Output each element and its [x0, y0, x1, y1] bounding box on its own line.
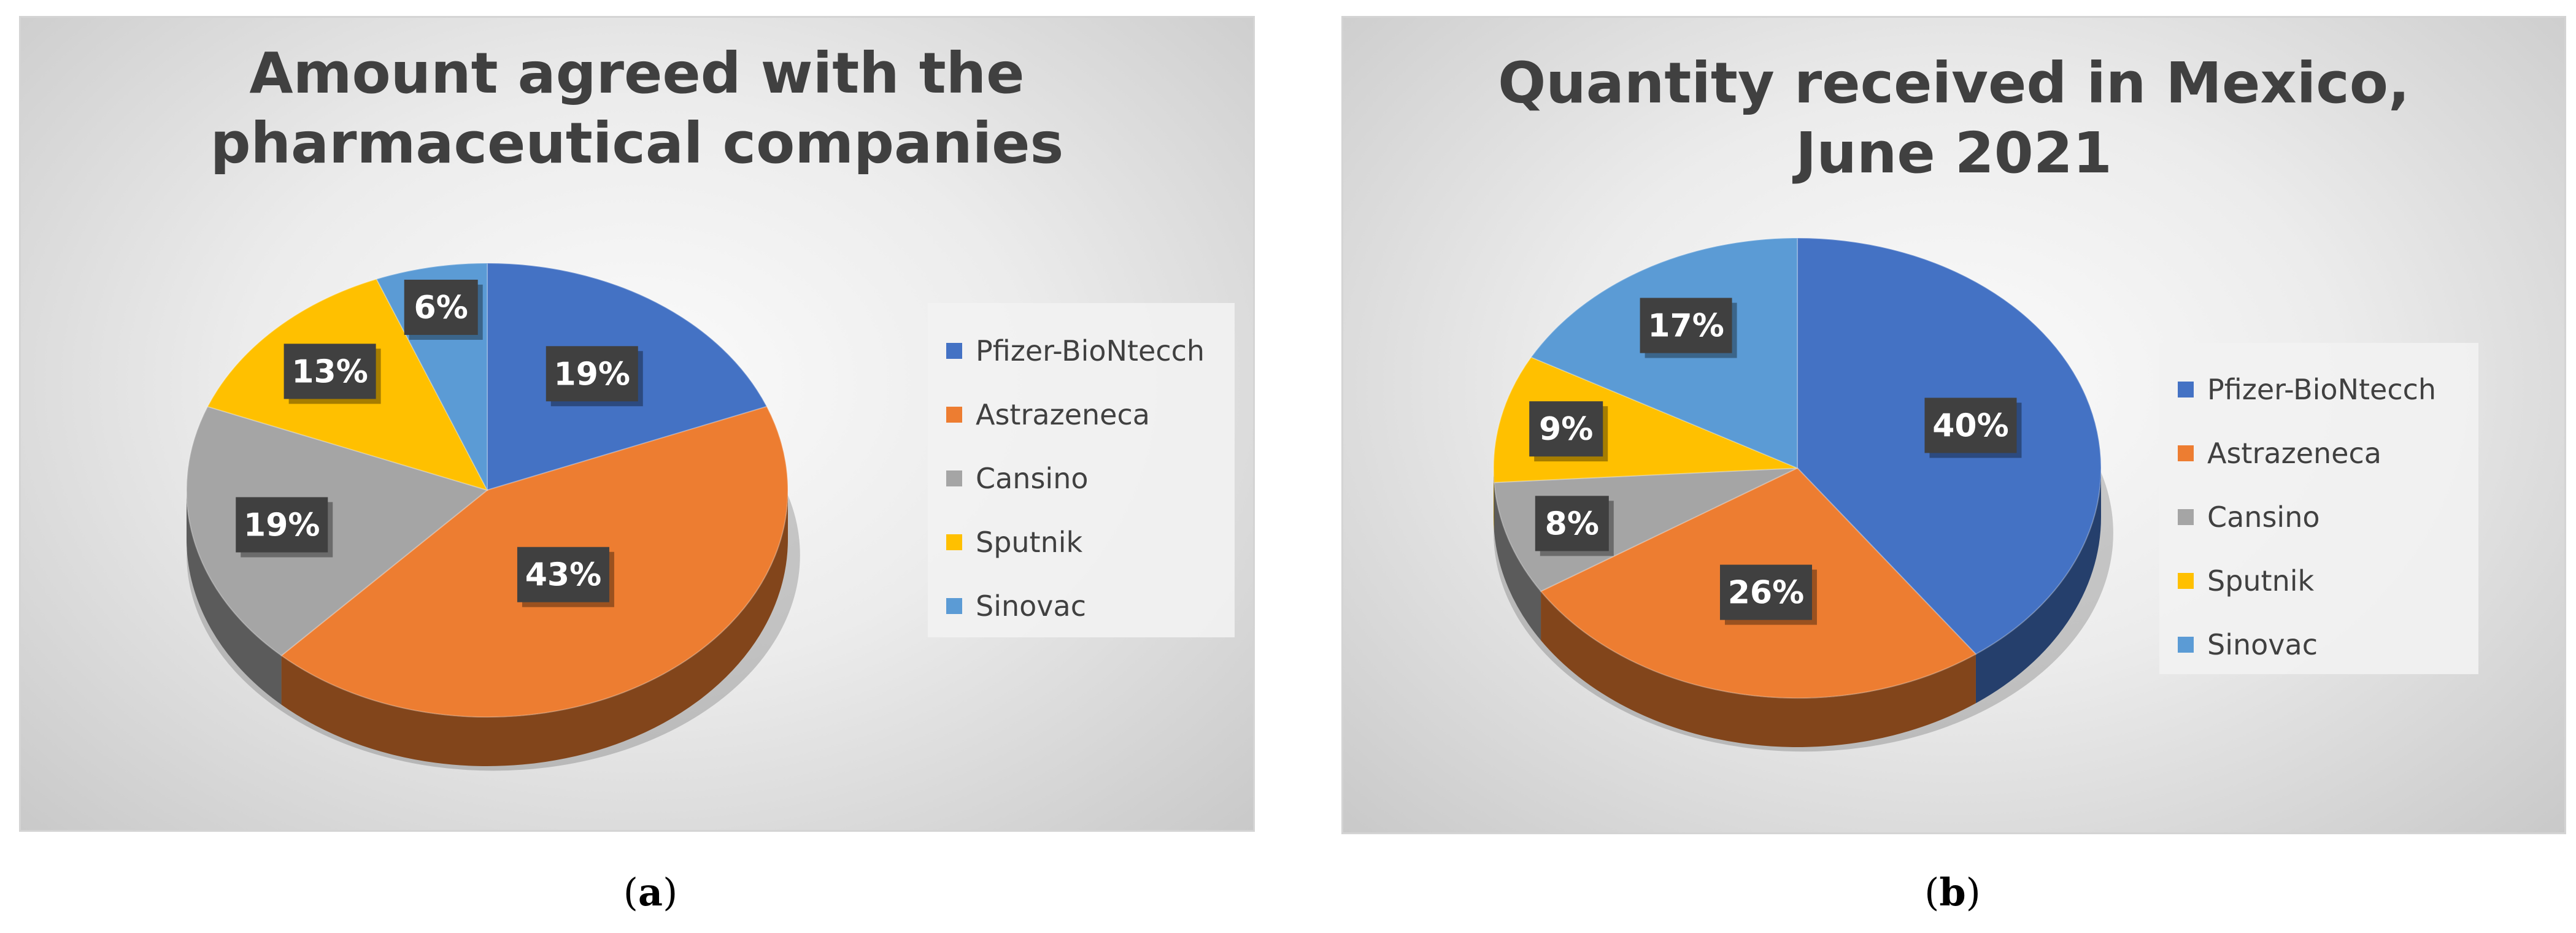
data-label-box [517, 547, 609, 602]
data-label-box [1924, 397, 2017, 453]
legend-item: Sputnik [946, 524, 1082, 561]
data-label-astrazeneca: 43% [517, 547, 614, 607]
data-label-text: 43% [525, 557, 601, 594]
data-label-box [283, 344, 376, 399]
legend-label: Cansino [2207, 501, 2320, 534]
pie-side-pfizer [1975, 468, 2101, 704]
chart-title-line-1: Amount agreed with the [249, 40, 1025, 106]
legend-swatch-sputnik [946, 534, 962, 550]
pie-chart: 40% 26% 8% 9% 17% [1493, 237, 2113, 752]
data-label-text: 40% [1932, 407, 2008, 444]
legend-item: Astrazeneca [946, 396, 1150, 433]
chart-title: Quantity received in Mexico, June 2021 [1343, 48, 2564, 188]
chart-title-line-2: June 2021 [1795, 120, 2112, 186]
legend-label: Sputnik [2207, 564, 2315, 597]
legend-swatch-cansino [946, 470, 962, 486]
data-label-text: 19% [554, 356, 630, 393]
data-label-box [546, 346, 638, 402]
data-label-box [1529, 401, 1603, 457]
legend-item: Astrazeneca [2178, 435, 2381, 472]
data-label-text: 9% [1539, 411, 1593, 448]
data-label-box [404, 279, 478, 335]
data-label-astrazeneca: 26% [1719, 564, 1817, 625]
data-label-box [1535, 496, 1609, 551]
legend-swatch-cansino [2178, 509, 2194, 525]
caption-b: (b) [1924, 870, 1981, 915]
data-label-box [1719, 564, 1812, 620]
data-label-cansino: 19% [236, 497, 333, 558]
caption-letter: a [638, 870, 663, 915]
legend: Pfizer-BioNtecch Astrazeneca Cansino Spu… [928, 303, 1235, 637]
legend-label: Pfizer-BioNtecch [2207, 373, 2437, 406]
data-label-box [1640, 298, 1732, 353]
legend-swatch-pfizer [2178, 382, 2194, 397]
legend-label: Astrazeneca [2207, 437, 2381, 470]
legend-label: Pfizer-BioNtecch [976, 334, 1205, 367]
pie-side-astrazeneca [1541, 591, 1976, 748]
data-label-text: 17% [1648, 308, 1724, 345]
data-label-text: 6% [414, 290, 468, 326]
data-label-sinovac: 6% [404, 279, 483, 340]
legend-label: Astrazeneca [976, 398, 1150, 431]
pie-side-cansino [187, 490, 282, 705]
caption-letter: b [1939, 870, 1966, 915]
chart-panel-b: Quantity received in Mexico, June 2021 4… [1341, 16, 2566, 834]
caption-a: (a) [623, 870, 678, 915]
legend-swatch-pfizer [946, 343, 962, 359]
data-label-sputnik: 9% [1529, 401, 1608, 462]
data-label-text: 19% [244, 507, 320, 543]
data-label-pfizer: 19% [546, 346, 643, 407]
pie-slice-cansino [186, 405, 489, 656]
legend-swatch-sinovac [946, 598, 962, 614]
legend-item: Sinovac [2178, 626, 2318, 663]
legend-swatch-astrazeneca [946, 407, 962, 423]
legend-item: Pfizer-BioNtecch [2178, 371, 2436, 408]
legend-item: Cansino [946, 460, 1089, 497]
legend-label: Cansino [976, 462, 1089, 495]
legend: Pfizer-BioNtecch Astrazeneca Cansino Spu… [2159, 343, 2478, 674]
chart-title: Amount agreed with the pharmaceutical co… [21, 39, 1253, 179]
legend-item: Sputnik [2178, 562, 2314, 599]
data-label-text: 26% [1728, 575, 1804, 612]
legend-label: Sinovac [976, 589, 1086, 623]
data-label-cansino: 8% [1535, 496, 1614, 556]
legend-swatch-sputnik [2178, 573, 2194, 589]
data-label-text: 8% [1545, 505, 1599, 542]
data-label-pfizer: 40% [1924, 397, 2022, 458]
legend-item: Pfizer-BioNtecch [946, 332, 1205, 369]
data-label-sinovac: 17% [1640, 298, 1737, 358]
data-label-box [236, 497, 328, 553]
legend-item: Sinovac [946, 588, 1086, 624]
legend-label: Sinovac [2207, 628, 2318, 661]
chart-panel-a: Amount agreed with the pharmaceutical co… [19, 16, 1255, 832]
chart-title-line-1: Quantity received in Mexico, [1498, 50, 2410, 116]
pie-chart: 19% 43% 19% 13% 6% [186, 262, 800, 771]
legend-item: Cansino [2178, 499, 2320, 536]
chart-title-line-2: pharmaceutical companies [210, 110, 1064, 176]
legend-swatch-sinovac [2178, 637, 2194, 653]
legend-swatch-astrazeneca [2178, 445, 2194, 461]
legend-label: Sputnik [976, 526, 1083, 559]
data-label-sputnik: 13% [283, 344, 381, 404]
pie-side-cansino [1494, 482, 1541, 640]
pie-side-astrazeneca [281, 490, 789, 766]
data-label-text: 13% [291, 353, 368, 390]
